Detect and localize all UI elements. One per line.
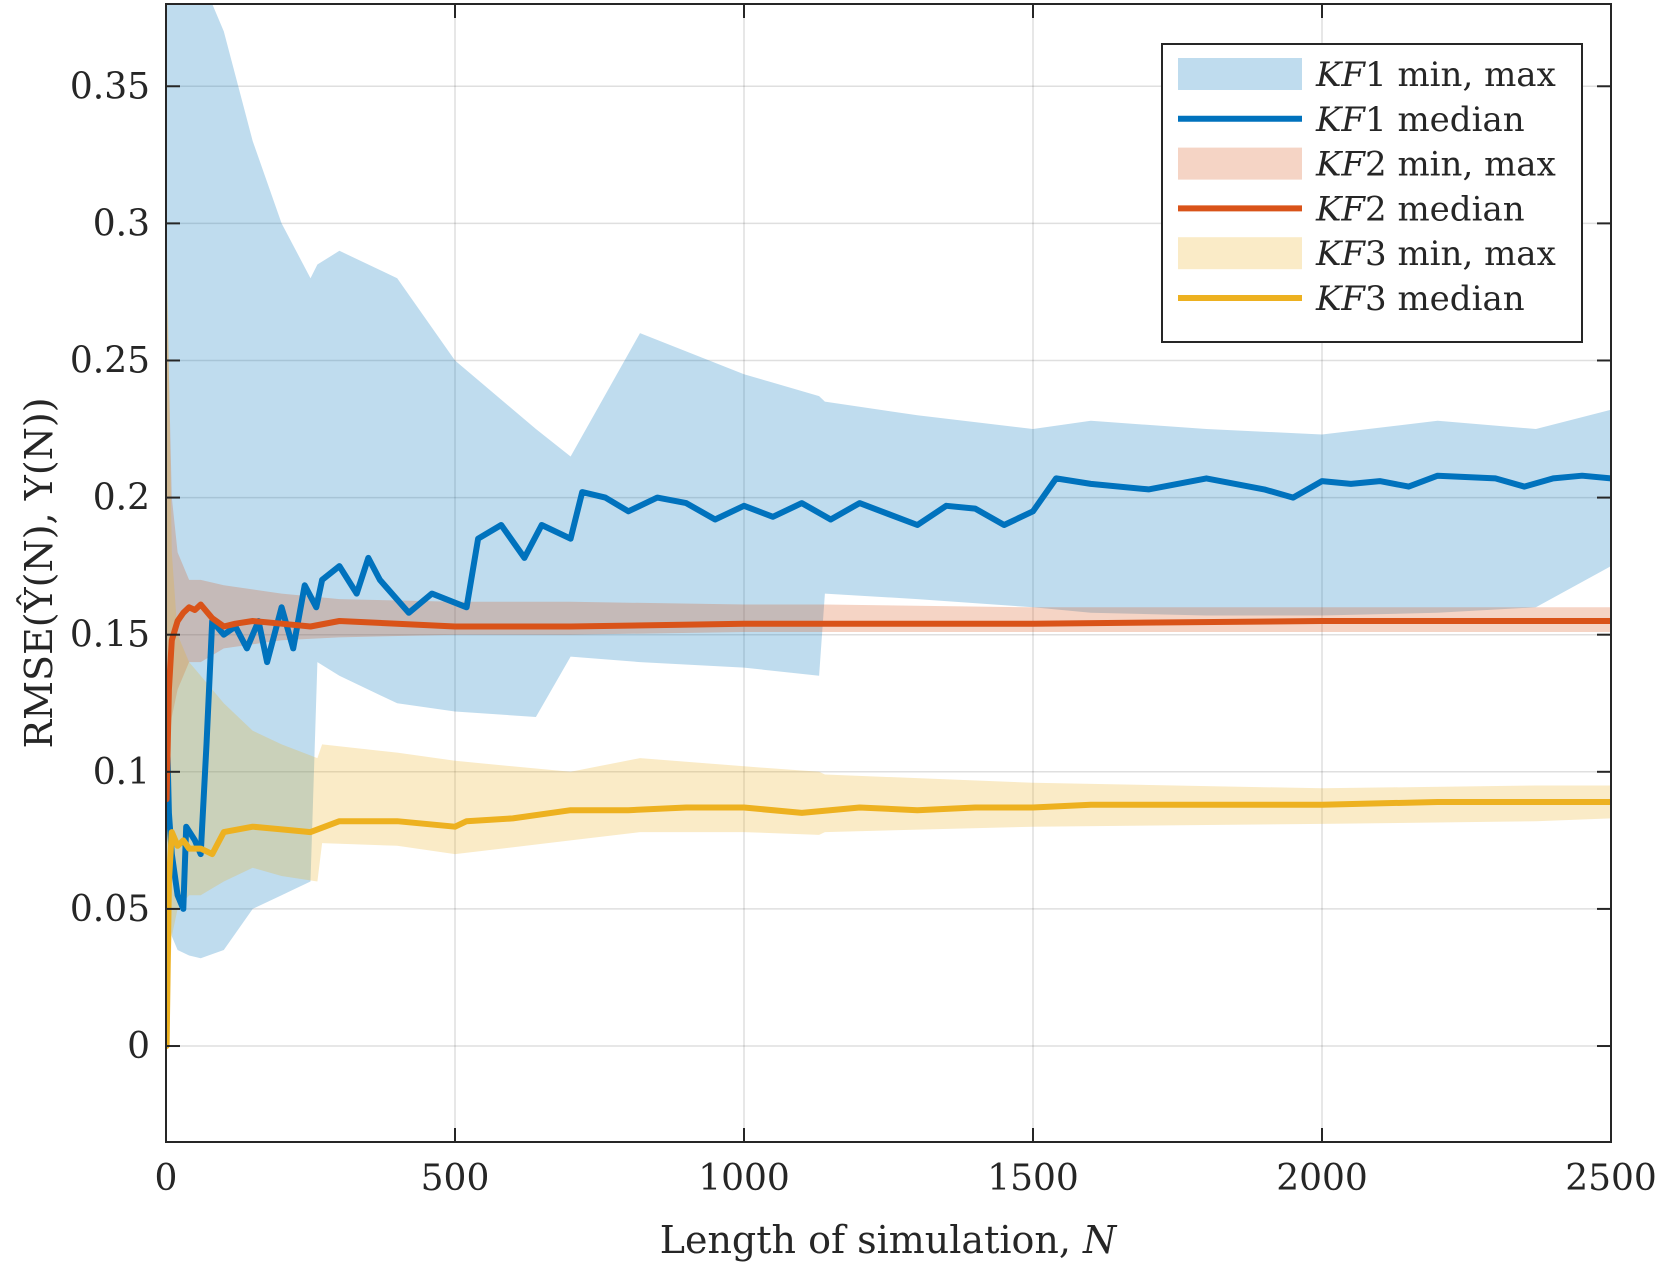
y-tick-label: 0.35: [70, 66, 150, 107]
y-axis-label: RMSE(Ŷ(N), Y(N)): [17, 397, 61, 748]
legend-swatch-band: [1178, 147, 1302, 180]
x-tick-label: 0: [155, 1158, 178, 1199]
series-kf1-median: [166, 472, 1611, 912]
x-tick-label: 1500: [987, 1158, 1079, 1199]
x-axis-label-text: Length of simulation,: [660, 1218, 1083, 1262]
legend-swatch-band: [1178, 237, 1302, 270]
series-kf3-median: [166, 799, 1611, 1049]
y-tick-label: 0.25: [70, 340, 150, 381]
legend-label: KF1 min, max: [1315, 55, 1556, 95]
legend-box: [1161, 43, 1583, 343]
legend-label: KF2 median: [1315, 189, 1525, 229]
y-tick-label: 0: [127, 1026, 150, 1067]
x-tick-label: 1000: [698, 1158, 790, 1199]
y-tick-label: 0.3: [93, 203, 150, 244]
y-tick-label: 0.2: [93, 478, 150, 519]
legend-label: KF3 min, max: [1315, 234, 1556, 274]
x-axis-label: Length of simulation, N: [660, 1218, 1118, 1262]
x-tick-label: 2500: [1565, 1158, 1655, 1199]
y-tick-label: 0.1: [93, 752, 150, 793]
series-kf2-median: [166, 601, 1611, 803]
x-axis-label-var: N: [1082, 1218, 1118, 1262]
y-tick-labels: 0 0.05 0.1 0.15 0.2 0.25 0.3 0.35: [70, 66, 150, 1067]
plot-frame: [165, 3, 1612, 1143]
legend-label: KF3 median: [1315, 279, 1525, 319]
band-kf1-min-max: [166, 4, 1611, 959]
x-tick-labels: 0 500 1000 1500 2000 2500: [155, 1158, 1655, 1199]
x-tick-label: 2000: [1276, 1158, 1368, 1199]
y-tick-label: 0.05: [70, 889, 150, 930]
band-layer: [166, 4, 1611, 1046]
y-tick-label: 0.15: [70, 615, 150, 656]
axis-ticks: [165, 4, 1612, 1142]
x-tick-label: 500: [421, 1158, 490, 1199]
band-kf3-min-max: [166, 223, 1611, 1046]
legend-label: KF2 min, max: [1315, 145, 1556, 185]
legend-label: KF1 median: [1315, 100, 1525, 140]
legend-swatch-band: [1178, 58, 1302, 90]
median-line-layer: [166, 472, 1611, 1049]
grid-lines: [165, 4, 1612, 1142]
